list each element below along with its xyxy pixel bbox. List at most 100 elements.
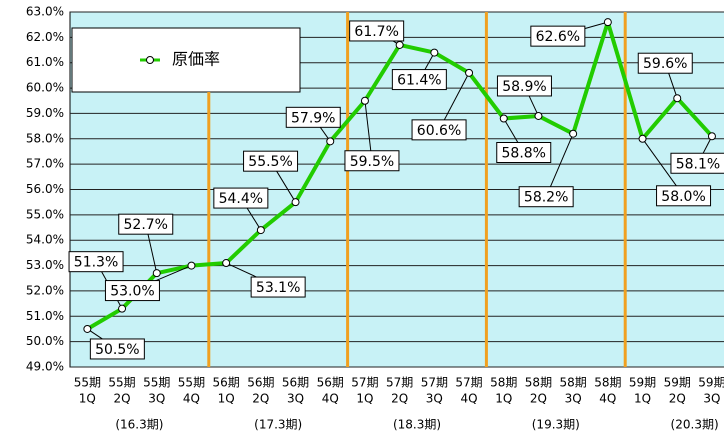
data-label-box [530,25,586,47]
group-label: (17.3期) [254,418,302,432]
y-tick-label: 61.0% [26,55,64,69]
data-label-box [104,280,160,302]
marker [569,129,578,138]
marker [395,40,404,49]
y-tick-label: 59.0% [26,106,64,120]
marker [707,132,716,141]
data-label-box [213,187,269,209]
data-label-box [637,52,693,74]
data-label: 61.4% [397,73,441,89]
data-label-box [496,75,552,97]
marker [673,94,682,103]
marker [256,226,265,235]
data-label-box [68,251,124,273]
y-tick-label: 56.0% [26,182,64,196]
data-label-box [250,276,306,298]
x-tick-label: 58期 [490,376,517,390]
x-tick-label: 1Q [79,392,96,406]
x-tick-label: 55期 [143,376,170,390]
x-tick-label: 56期 [247,376,274,390]
x-tick-label: 57期 [421,376,448,390]
marker [638,134,647,143]
x-tick-label: 3Q [287,392,304,406]
marker [534,111,543,120]
x-tick-label: 59期 [664,376,691,390]
y-tick-label: 60.0% [26,81,64,95]
marker [430,48,439,57]
x-tick-label: 2Q [391,392,408,406]
data-label-box [496,142,552,163]
data-label: 55.5% [248,154,292,170]
marker [360,96,369,105]
y-tick-label: 63.0% [26,5,64,19]
y-tick-label: 51.0% [26,309,64,323]
data-label-box [344,150,400,172]
y-tick-label: 49.0% [26,360,64,374]
marker [499,114,508,123]
x-tick-label: 4Q [461,392,478,406]
data-label: 58.2% [524,190,568,206]
marker [118,304,127,313]
data-label: 61.7% [354,24,398,40]
data-label-box [656,185,712,207]
x-tick-label: 2Q [114,392,131,406]
data-label-box [118,213,174,235]
data-label-box [391,69,447,91]
x-tick-label: 4Q [183,392,200,406]
data-label-box [670,152,724,174]
x-tick-label: 55期 [108,376,135,390]
x-tick-label: 3Q [565,392,582,406]
marker [222,259,231,268]
data-label-box [285,106,341,128]
y-tick-label: 62.0% [26,30,64,44]
x-tick-label: 2Q [252,392,269,406]
marker [291,198,300,207]
data-label: 57.9% [291,110,335,126]
data-label: 58.1% [676,156,720,172]
data-label: 58.0% [661,189,705,205]
x-tick-label: 3Q [148,392,165,406]
x-tick-label: 58期 [525,376,552,390]
x-tick-label: 1Q [356,392,373,406]
x-tick-label: 3Q [426,392,443,406]
x-tick-label: 55期 [74,376,101,390]
data-label: 58.9% [502,79,546,95]
x-tick-label: 56期 [317,376,344,390]
data-label: 53.1% [256,280,300,296]
data-label-box [411,119,467,141]
data-label: 59.6% [643,56,687,72]
data-label-box [518,186,574,208]
legend-marker [146,56,154,64]
x-tick-label: 57期 [386,376,413,390]
legend-label: 原価率 [172,50,220,69]
x-tick-label: 59期 [629,376,656,390]
group-label: (16.3期) [115,418,163,432]
data-label: 60.6% [417,123,461,139]
x-tick-label: 56期 [282,376,309,390]
data-label: 52.7% [124,217,168,233]
group-label: (18.3期) [393,418,441,432]
y-tick-label: 57.0% [26,157,64,171]
data-label: 62.6% [536,29,580,45]
data-label: 50.5% [95,342,139,358]
x-tick-label: 1Q [218,392,235,406]
x-tick-label: 55期 [178,376,205,390]
data-label: 58.8% [502,146,546,162]
x-tick-label: 57期 [455,376,482,390]
x-tick-label: 57期 [351,376,378,390]
data-label: 59.5% [350,154,394,170]
marker [603,18,612,27]
y-tick-label: 52.0% [26,283,64,297]
group-label: (19.3期) [532,418,580,432]
y-tick-label: 58.0% [26,131,64,145]
x-tick-label: 4Q [599,392,616,406]
marker [465,68,474,77]
x-tick-label: 2Q [669,392,686,406]
x-tick-label: 1Q [634,392,651,406]
marker [326,137,335,146]
data-label: 54.4% [219,191,263,207]
data-label-box [89,338,145,360]
x-tick-label: 3Q [703,392,720,406]
data-label-box [349,20,405,42]
